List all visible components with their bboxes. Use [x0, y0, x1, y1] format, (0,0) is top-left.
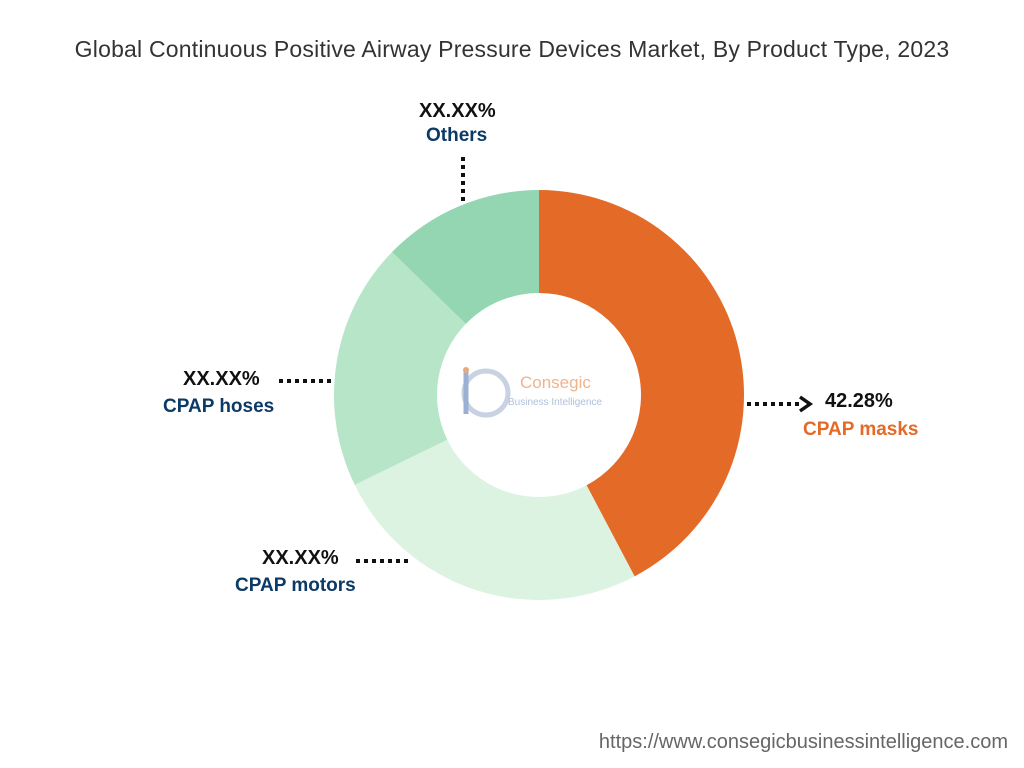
arrow-cpap-masks	[798, 395, 814, 413]
label-cpap-masks: 42.28% CPAP masks	[803, 390, 918, 441]
slice-cpap-masks	[539, 190, 744, 577]
slice-cpap-motors	[354, 439, 635, 600]
pct-cpap-motors: XX.XX%	[262, 547, 339, 569]
pct-cpap-hoses: XX.XX%	[183, 368, 260, 390]
footer-url[interactable]: https://www.consegicbusinessintelligence…	[598, 731, 1008, 753]
slice-others	[392, 190, 539, 324]
cat-cpap-motors: CPAP motors	[235, 575, 356, 596]
logo-brand: Consegic	[520, 373, 591, 392]
cat-others: Others	[426, 125, 488, 146]
pct-cpap-masks: 42.28%	[825, 390, 893, 412]
chart-title: Global Continuous Positive Airway Pressu…	[74, 36, 950, 62]
logo-tagline: Business Intelligence	[508, 397, 602, 408]
label-cpap-motors: XX.XX%	[262, 547, 339, 570]
pct-others: XX.XX%	[419, 100, 496, 122]
cat-cpap-masks: CPAP masks	[803, 419, 919, 440]
label-cpap-hoses: XX.XX%	[183, 368, 260, 391]
cat-cpap-hoses: CPAP hoses	[163, 396, 275, 417]
slice-cpap-hoses	[334, 252, 466, 485]
label-others: XX.XX%	[419, 100, 496, 123]
consegic-logo: Consegic Business Intelligence	[461, 367, 602, 418]
